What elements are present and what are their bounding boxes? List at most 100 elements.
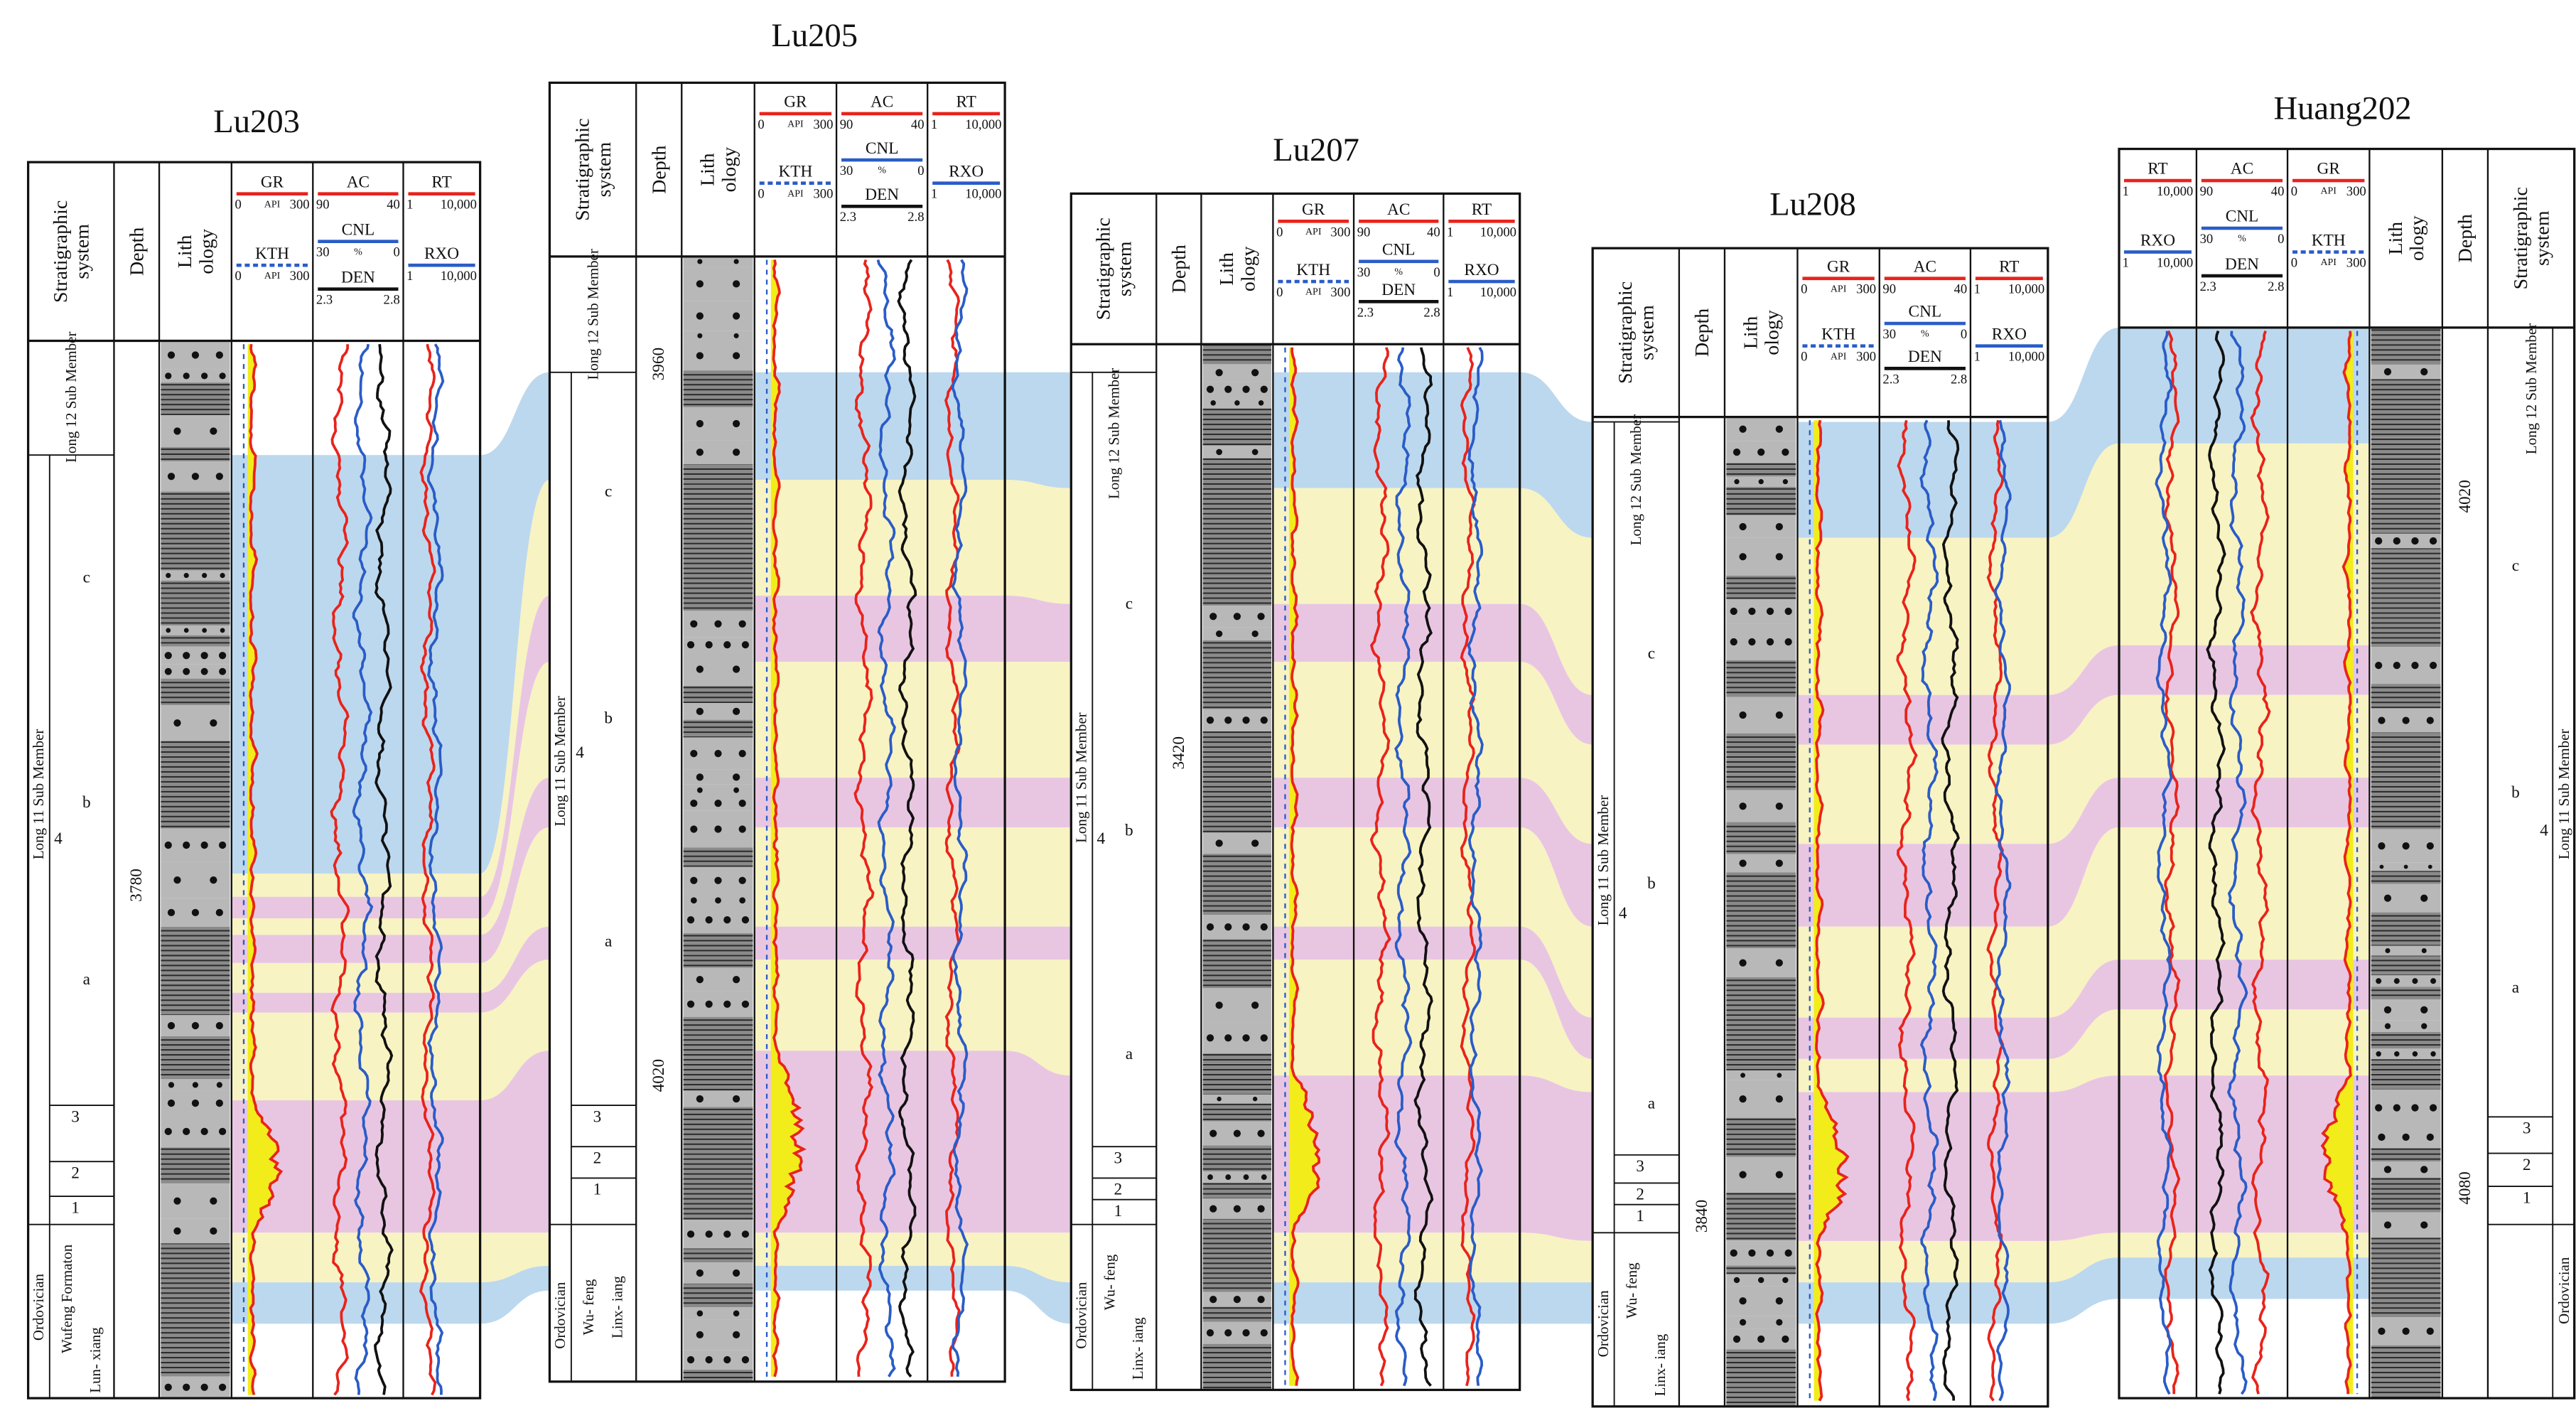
- scale-max: 0: [1961, 327, 1967, 342]
- strat-label: 4: [2540, 822, 2548, 840]
- well-border: [548, 81, 1006, 1383]
- lithology-block: [1726, 660, 1796, 697]
- lithology-dot: [723, 1355, 731, 1364]
- lithology-block: [161, 570, 230, 581]
- strat-label: b: [1647, 874, 1656, 893]
- lithology-dot: [1217, 1096, 1222, 1102]
- strat-label: Wu- feng: [580, 1279, 597, 1335]
- lithology-dot: [1209, 1205, 1217, 1213]
- layer-band: [2119, 827, 2370, 960]
- scale-max: 2.8: [2268, 279, 2284, 294]
- scale-min: 30: [2200, 232, 2214, 247]
- curve-name: KTH: [2312, 231, 2346, 249]
- lithology-dot: [690, 825, 698, 833]
- lithology-dot: [2421, 1023, 2427, 1029]
- lithology-block: [1726, 854, 1796, 873]
- lithology-dot: [738, 800, 746, 807]
- lithology-dot: [1782, 1335, 1789, 1343]
- lithology-dot: [1260, 1034, 1268, 1042]
- correlation-band: [480, 372, 550, 874]
- lithology-dot: [1739, 553, 1747, 561]
- curve-name: DEN: [1908, 348, 1942, 366]
- log-curve: [2206, 330, 2226, 1395]
- lithology-block: [1202, 832, 1272, 854]
- lithology-block: [683, 703, 753, 720]
- lithology-block: [1726, 1316, 1796, 1329]
- lithology-block: [683, 407, 753, 441]
- column-header: system: [593, 142, 615, 198]
- correlation-band: [480, 1051, 550, 1233]
- curve-name: AC: [2231, 160, 2253, 178]
- lithology-dot: [1730, 638, 1737, 646]
- curve-name: CNL: [1909, 303, 1942, 321]
- scale-max: 10,000: [965, 187, 1001, 202]
- strat-label: a: [1126, 1045, 1133, 1063]
- lithology-dot: [173, 427, 181, 435]
- lithology-block: [161, 828, 230, 862]
- lithology-dot: [166, 628, 171, 633]
- lithology-block: [2371, 379, 2441, 411]
- lithology-dot: [210, 427, 217, 435]
- lithology-dot: [1758, 479, 1764, 485]
- scale-max: 300: [1856, 350, 1876, 365]
- lithology-dot: [1210, 400, 1216, 406]
- scale-min: 2.3: [2200, 279, 2216, 294]
- lithology-block: [683, 1137, 753, 1154]
- lithology-block: [1202, 709, 1272, 731]
- layer-band: [1797, 694, 2048, 745]
- lithology-dot: [705, 916, 713, 924]
- lithology-block: [161, 1269, 230, 1289]
- layer-band: [754, 827, 1006, 927]
- lithology-dot: [1734, 479, 1740, 485]
- lithology-dot: [2383, 367, 2392, 376]
- column-header: Lith: [697, 153, 719, 186]
- lithology-dot: [2412, 978, 2418, 984]
- lithology-block: [2371, 1212, 2441, 1238]
- well-name: Lu208: [1769, 187, 1856, 223]
- lithology-dot: [210, 1197, 217, 1205]
- lithology-dot: [1757, 449, 1765, 456]
- lithology-dot: [2393, 1104, 2400, 1112]
- correlation-band: [2047, 645, 2120, 745]
- lithology-dot: [705, 1230, 713, 1238]
- lithology-block: [2371, 1253, 2441, 1263]
- lithology-dot: [696, 787, 703, 793]
- lithology-dot: [1732, 1335, 1741, 1343]
- lithology-dot: [686, 1355, 695, 1364]
- lithology-dot: [741, 1000, 750, 1008]
- curve-name: DEN: [2225, 255, 2259, 274]
- lithology-block: [683, 933, 753, 943]
- curve-name: RT: [1999, 257, 2019, 276]
- lithology-dot: [738, 750, 746, 758]
- lithology-dot: [1775, 859, 1783, 867]
- strat-label: a: [2512, 979, 2520, 997]
- curve-name: GR: [261, 173, 284, 191]
- lithology-dot: [733, 665, 740, 673]
- lithology-block: [161, 1069, 230, 1080]
- lithology-block: [1202, 971, 1272, 989]
- log-curve: [2250, 330, 2271, 1395]
- lithology-dot: [2384, 1023, 2391, 1029]
- lithology-block: [683, 530, 753, 550]
- lithology-block: [2371, 598, 2441, 619]
- lithology-dot: [216, 1082, 222, 1088]
- column-header: Lith: [2385, 222, 2407, 255]
- correlation-band: [1005, 662, 1072, 778]
- lithology-block: [683, 1369, 753, 1382]
- lithology-dot: [200, 1127, 208, 1135]
- column-header: Depth: [649, 145, 671, 193]
- scale-max: 10,000: [965, 117, 1001, 132]
- layer-band: [2119, 1257, 2370, 1299]
- lithology-dot: [1251, 449, 1259, 456]
- log-curve: [1460, 347, 1476, 1387]
- lithology-block: [161, 1147, 230, 1183]
- lithology-dot: [1782, 449, 1789, 456]
- lithology-block: [161, 1243, 230, 1270]
- correlation-band: [1519, 1233, 1593, 1283]
- lithology-block: [683, 574, 753, 611]
- lithology-dot: [1251, 369, 1259, 377]
- lithology-dot: [723, 640, 731, 649]
- lithology-dot: [1782, 1277, 1789, 1284]
- lithology-dot: [1233, 613, 1241, 621]
